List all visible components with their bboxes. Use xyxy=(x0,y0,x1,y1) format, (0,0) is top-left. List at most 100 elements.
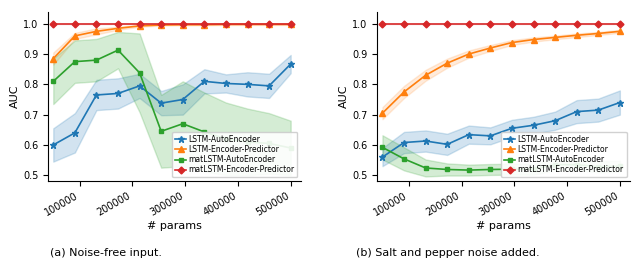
LSTM-AutoEncoder xyxy=(486,134,494,138)
LSTM-Encoder-Predictor xyxy=(93,30,100,33)
LSTM-Encoder-Predictor xyxy=(530,38,538,41)
matLSTM-AutoEncoder xyxy=(379,146,387,149)
LSTM-AutoEncoder xyxy=(444,143,451,146)
Line: matLSTM-AutoEncoder: matLSTM-AutoEncoder xyxy=(51,48,293,150)
LSTM-Encoder-Predictor xyxy=(244,23,252,26)
Line: LSTM-Encoder-Predictor: LSTM-Encoder-Predictor xyxy=(50,21,294,62)
LSTM-Encoder-Predictor xyxy=(200,23,208,26)
matLSTM-Encoder-Predictor xyxy=(400,22,408,25)
LSTM-AutoEncoder xyxy=(530,124,538,127)
matLSTM-AutoEncoder xyxy=(551,163,559,166)
X-axis label: # params: # params xyxy=(476,221,531,231)
matLSTM-AutoEncoder xyxy=(595,165,602,168)
LSTM-Encoder-Predictor xyxy=(444,62,451,65)
LSTM-AutoEncoder xyxy=(222,82,230,85)
LSTM-AutoEncoder xyxy=(265,84,273,88)
Line: LSTM-AutoEncoder: LSTM-AutoEncoder xyxy=(379,99,623,161)
matLSTM-Encoder-Predictor xyxy=(465,22,472,25)
matLSTM-Encoder-Predictor xyxy=(379,22,387,25)
matLSTM-AutoEncoder xyxy=(244,140,252,143)
matLSTM-Encoder-Predictor xyxy=(157,22,165,25)
LSTM-AutoEncoder xyxy=(573,110,580,113)
LSTM-Encoder-Predictor xyxy=(157,23,165,26)
LSTM-Encoder-Predictor xyxy=(49,57,57,60)
matLSTM-AutoEncoder xyxy=(179,122,187,125)
LSTM-Encoder-Predictor xyxy=(222,23,230,26)
matLSTM-AutoEncoder xyxy=(114,49,122,52)
matLSTM-Encoder-Predictor xyxy=(422,22,429,25)
matLSTM-Encoder-Predictor xyxy=(49,22,57,25)
LSTM-Encoder-Predictor xyxy=(595,32,602,35)
LSTM-AutoEncoder xyxy=(200,80,208,83)
matLSTM-Encoder-Predictor xyxy=(200,22,208,25)
LSTM-Encoder-Predictor xyxy=(551,36,559,39)
matLSTM-Encoder-Predictor xyxy=(508,22,516,25)
LSTM-AutoEncoder xyxy=(49,143,57,147)
matLSTM-AutoEncoder xyxy=(530,168,538,171)
matLSTM-AutoEncoder xyxy=(287,146,294,149)
LSTM-AutoEncoder xyxy=(379,155,387,159)
matLSTM-AutoEncoder xyxy=(616,165,624,168)
matLSTM-AutoEncoder xyxy=(93,59,100,62)
matLSTM-Encoder-Predictor xyxy=(573,22,580,25)
LSTM-AutoEncoder xyxy=(136,84,143,88)
LSTM-Encoder-Predictor xyxy=(508,41,516,44)
LSTM-Encoder-Predictor xyxy=(136,24,143,27)
matLSTM-Encoder-Predictor xyxy=(530,22,538,25)
matLSTM-Encoder-Predictor xyxy=(222,22,230,25)
LSTM-AutoEncoder xyxy=(287,62,294,66)
LSTM-Encoder-Predictor xyxy=(465,53,472,56)
matLSTM-AutoEncoder xyxy=(486,168,494,171)
Legend: LSTM-AutoEncoder, LSTM-Encoder-Predictor, matLSTM-AutoEncoder, matLSTM-Encoder-P: LSTM-AutoEncoder, LSTM-Encoder-Predictor… xyxy=(172,132,298,177)
LSTM-Encoder-Predictor xyxy=(287,23,294,26)
Line: LSTM-Encoder-Predictor: LSTM-Encoder-Predictor xyxy=(380,28,623,116)
matLSTM-AutoEncoder xyxy=(200,130,208,133)
Y-axis label: AUC: AUC xyxy=(339,85,349,108)
matLSTM-Encoder-Predictor xyxy=(595,22,602,25)
matLSTM-Encoder-Predictor xyxy=(616,22,624,25)
Line: matLSTM-AutoEncoder: matLSTM-AutoEncoder xyxy=(380,145,622,172)
LSTM-AutoEncoder xyxy=(595,109,602,112)
matLSTM-Encoder-Predictor xyxy=(265,22,273,25)
LSTM-AutoEncoder xyxy=(179,98,187,101)
LSTM-AutoEncoder xyxy=(400,141,408,144)
LSTM-AutoEncoder xyxy=(616,101,624,104)
LSTM-AutoEncoder xyxy=(551,119,559,122)
LSTM-Encoder-Predictor xyxy=(422,74,429,77)
matLSTM-Encoder-Predictor xyxy=(486,22,494,25)
matLSTM-Encoder-Predictor xyxy=(93,22,100,25)
LSTM-AutoEncoder xyxy=(244,83,252,86)
LSTM-AutoEncoder xyxy=(157,102,165,105)
LSTM-AutoEncoder xyxy=(508,127,516,130)
matLSTM-AutoEncoder xyxy=(136,71,143,74)
matLSTM-Encoder-Predictor xyxy=(287,22,294,25)
matLSTM-AutoEncoder xyxy=(265,142,273,145)
Line: matLSTM-Encoder-Predictor: matLSTM-Encoder-Predictor xyxy=(380,21,622,26)
matLSTM-AutoEncoder xyxy=(573,163,580,166)
matLSTM-AutoEncoder xyxy=(49,80,57,83)
LSTM-AutoEncoder xyxy=(114,92,122,95)
matLSTM-AutoEncoder xyxy=(71,60,79,63)
matLSTM-AutoEncoder xyxy=(444,168,451,171)
LSTM-Encoder-Predictor xyxy=(265,23,273,26)
matLSTM-Encoder-Predictor xyxy=(444,22,451,25)
Line: LSTM-AutoEncoder: LSTM-AutoEncoder xyxy=(50,61,294,148)
matLSTM-Encoder-Predictor xyxy=(114,22,122,25)
LSTM-Encoder-Predictor xyxy=(616,30,624,33)
LSTM-AutoEncoder xyxy=(93,93,100,97)
Text: (b) Salt and pepper noise added.: (b) Salt and pepper noise added. xyxy=(356,248,540,258)
LSTM-AutoEncoder xyxy=(422,139,429,142)
matLSTM-AutoEncoder xyxy=(222,137,230,140)
LSTM-Encoder-Predictor xyxy=(114,27,122,30)
X-axis label: # params: # params xyxy=(147,221,202,231)
LSTM-Encoder-Predictor xyxy=(400,90,408,93)
LSTM-Encoder-Predictor xyxy=(179,23,187,26)
LSTM-AutoEncoder xyxy=(465,133,472,136)
Text: (a) Noise-free input.: (a) Noise-free input. xyxy=(50,248,162,258)
matLSTM-AutoEncoder xyxy=(157,130,165,133)
matLSTM-Encoder-Predictor xyxy=(71,22,79,25)
matLSTM-Encoder-Predictor xyxy=(179,22,187,25)
matLSTM-Encoder-Predictor xyxy=(136,22,143,25)
matLSTM-AutoEncoder xyxy=(465,169,472,172)
LSTM-AutoEncoder xyxy=(71,131,79,134)
